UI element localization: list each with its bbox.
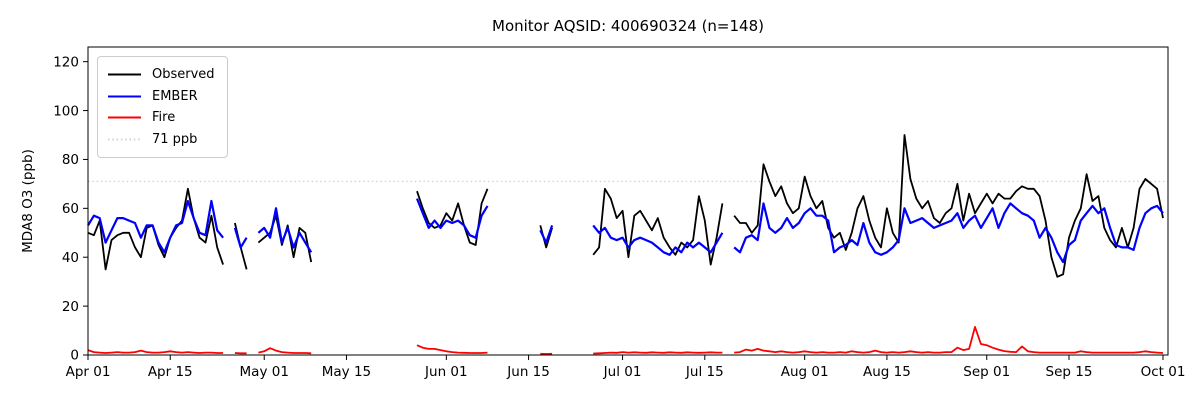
y-tick-label: 20 [62, 299, 79, 315]
legend-item-fire: Fire [108, 107, 215, 129]
series-line-ember [733, 202, 1164, 264]
series-line-observed [416, 188, 489, 246]
series-line-observed [733, 134, 1164, 278]
legend-item-observed: Observed [108, 64, 215, 86]
legend-item-71-ppb: 71 ppb [108, 129, 215, 151]
legend-label: Fire [152, 110, 176, 126]
legend: Observed EMBER Fire 71 ppb [97, 56, 228, 158]
x-tick-label: Apr 01 [66, 364, 111, 380]
legend-item-ember: EMBER [108, 86, 215, 108]
y-tick-label: 60 [62, 201, 79, 217]
chart-title: Monitor AQSID: 400690324 (n=148) [492, 17, 764, 35]
x-tick-label: Oct 01 [1141, 364, 1186, 380]
series-line-fire [416, 344, 488, 354]
y-tick-label: 80 [62, 152, 79, 168]
x-tick-label: Aug 15 [863, 364, 911, 380]
x-tick-label: Jul 15 [685, 364, 724, 380]
series-line-ember [257, 207, 313, 253]
legend-label: Observed [152, 67, 215, 83]
series-line-observed [87, 187, 224, 271]
series-line-ember [415, 198, 489, 239]
x-tick-label: May 15 [322, 364, 371, 380]
x-tick-label: Sep 15 [1046, 364, 1093, 380]
legend-label: EMBER [152, 88, 198, 104]
series-line-observed [592, 187, 724, 266]
x-tick-label: Jul 01 [603, 364, 642, 380]
series-line-fire [258, 347, 312, 355]
x-tick-label: May 01 [240, 364, 289, 380]
series-line-ember [87, 199, 224, 254]
legend-line-sample [108, 73, 141, 76]
legend-line-sample [108, 116, 141, 119]
y-tick-label: 40 [62, 250, 79, 266]
legend-line-sample [108, 95, 141, 98]
plot-frame [87, 46, 1169, 356]
y-tick-label: 120 [53, 54, 79, 70]
legend-line-sample [108, 138, 141, 141]
series-line-ember [592, 224, 724, 256]
x-tick-label: Jun 01 [424, 364, 468, 380]
series-line-fire [87, 349, 224, 354]
y-tick-label: 0 [70, 348, 79, 364]
x-tick-label: Apr 15 [148, 364, 193, 380]
x-tick-label: Sep 01 [963, 364, 1010, 380]
legend-label: 71 ppb [152, 131, 198, 147]
series-line-ember [539, 225, 554, 244]
series-line-fire [734, 325, 1164, 354]
x-tick-label: Aug 01 [781, 364, 829, 380]
y-tick-label: 100 [53, 103, 79, 119]
x-tick-label: Jun 15 [506, 364, 550, 380]
series-line-fire [593, 351, 723, 355]
series-line-ember [233, 227, 248, 249]
